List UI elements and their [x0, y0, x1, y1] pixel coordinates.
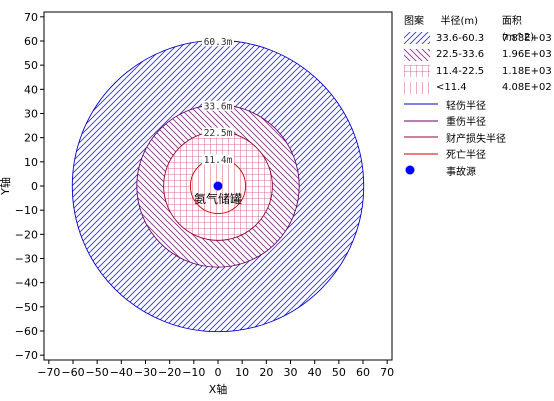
radius-label: 33.6m	[204, 101, 233, 112]
legend-zone-swatch	[404, 32, 430, 45]
legend-zone-swatch	[404, 48, 430, 61]
legend-header-area: 面积(m^2)	[501, 16, 535, 43]
zone-fill	[136, 104, 300, 268]
y-tick-label: 10	[24, 156, 38, 169]
legend-zone-swatch-fill	[404, 32, 430, 45]
y-tick-label: 30	[24, 108, 38, 121]
y-axis-label: Y轴	[0, 177, 12, 196]
radius-label-bg	[202, 127, 234, 138]
legend-zone-row: 11.4-22.5 1.18E+03	[404, 63, 552, 80]
legend-zone-row: 22.5-33.6 1.96E+03	[404, 47, 552, 64]
y-tick-label: −50	[15, 301, 38, 314]
y-tick-label: −70	[15, 349, 38, 362]
zone-fill	[72, 40, 364, 332]
legend-source-swatch	[405, 165, 415, 175]
legend-zone-area: 4.08E+02	[502, 82, 552, 94]
legend-header-radius: 半径(m)	[440, 16, 478, 27]
legend-zone-swatch-fill	[404, 65, 430, 78]
source-annotation: 氨气储罐	[194, 191, 242, 206]
legend-source-row: 事故源	[404, 162, 552, 179]
legend-line-swatch	[404, 136, 438, 138]
y-tick-label: −40	[15, 277, 38, 290]
x-tick-label: −20	[158, 366, 181, 379]
y-tick-label: 50	[24, 59, 38, 72]
y-tick-label: −10	[15, 204, 38, 217]
x-tick-label: −30	[134, 366, 157, 379]
x-axis-label: X轴	[209, 382, 228, 396]
radius-label: 11.4m	[204, 155, 233, 166]
x-tick-label: 20	[259, 366, 273, 379]
legend-zone-range: 22.5-33.6	[436, 49, 485, 61]
x-tick-label: −10	[182, 366, 205, 379]
legend-zone-area: 7.88E+03	[502, 32, 552, 44]
x-tick-label: 30	[284, 366, 298, 379]
y-tick-label: 0	[31, 180, 38, 193]
legend-zone-swatch	[404, 81, 430, 94]
legend-source-marker	[405, 165, 415, 175]
y-tick-label: −60	[15, 325, 38, 338]
y-tick-label: 40	[24, 83, 38, 96]
legend-zone-row: <11.4 4.08E+02	[404, 80, 552, 97]
legend-zone-range: <11.4	[436, 82, 467, 94]
legend-line-swatch	[404, 120, 438, 122]
legend-line-label: 轻伤半径	[446, 100, 486, 112]
legend-line-label: 重伤半径	[446, 117, 486, 129]
legend: 图案 半径(m) 面积(m^2) 33.6-60.3 7.88E+03 22.5-3…	[404, 14, 552, 179]
x-tick-label: −50	[86, 366, 109, 379]
legend-source-label: 事故源	[446, 166, 476, 178]
legend-header-pattern: 图案	[404, 16, 424, 27]
x-tick-label: 60	[356, 366, 370, 379]
legend-zone-row: 33.6-60.3 7.88E+03	[404, 30, 552, 47]
y-tick-label: −30	[15, 253, 38, 266]
legend-line-row: 轻伤半径	[404, 96, 552, 113]
radius-label-bg	[202, 154, 234, 165]
legend-header: 图案 半径(m) 面积(m^2)	[404, 14, 552, 43]
radius-label-bg	[202, 100, 234, 111]
legend-zone-area: 1.96E+03	[502, 49, 552, 61]
y-tick-label: 20	[24, 132, 38, 145]
legend-line-label: 死亡半径	[446, 150, 486, 162]
x-tick-label: −40	[110, 366, 133, 379]
x-tick-label: −60	[61, 366, 84, 379]
legend-zone-range: 33.6-60.3	[436, 32, 485, 44]
source-point	[213, 181, 223, 191]
x-tick-label: 10	[235, 366, 249, 379]
x-tick-label: 50	[332, 366, 346, 379]
legend-line-row: 重伤半径	[404, 113, 552, 130]
legend-zone-swatch-fill	[404, 81, 430, 94]
legend-body: 33.6-60.3 7.88E+03 22.5-33.6 1.96E+03 11.4-2…	[404, 30, 552, 179]
y-tick-label: −20	[15, 228, 38, 241]
legend-zone-range: 11.4-22.5	[436, 65, 485, 77]
zone-fill	[163, 131, 273, 241]
legend-line-label: 财产损失半径	[446, 133, 506, 145]
legend-zone-swatch	[404, 65, 430, 78]
x-tick-label: 0	[215, 366, 222, 379]
radius-label-bg	[202, 36, 234, 47]
y-tick-label: 60	[24, 35, 38, 48]
y-tick-label: 70	[24, 11, 38, 24]
legend-zone-swatch-fill	[404, 48, 430, 61]
legend-line-swatch	[404, 153, 438, 155]
x-tick-label: 40	[308, 366, 322, 379]
radius-label: 60.3m	[204, 37, 233, 48]
legend-line-row: 死亡半径	[404, 146, 552, 163]
x-tick-label: 70	[380, 366, 394, 379]
legend-zone-area: 1.18E+03	[502, 65, 552, 77]
legend-line-swatch	[404, 103, 438, 105]
legend-line-row: 财产损失半径	[404, 129, 552, 146]
radius-label: 22.5m	[204, 128, 233, 139]
x-tick-label: −70	[37, 366, 60, 379]
